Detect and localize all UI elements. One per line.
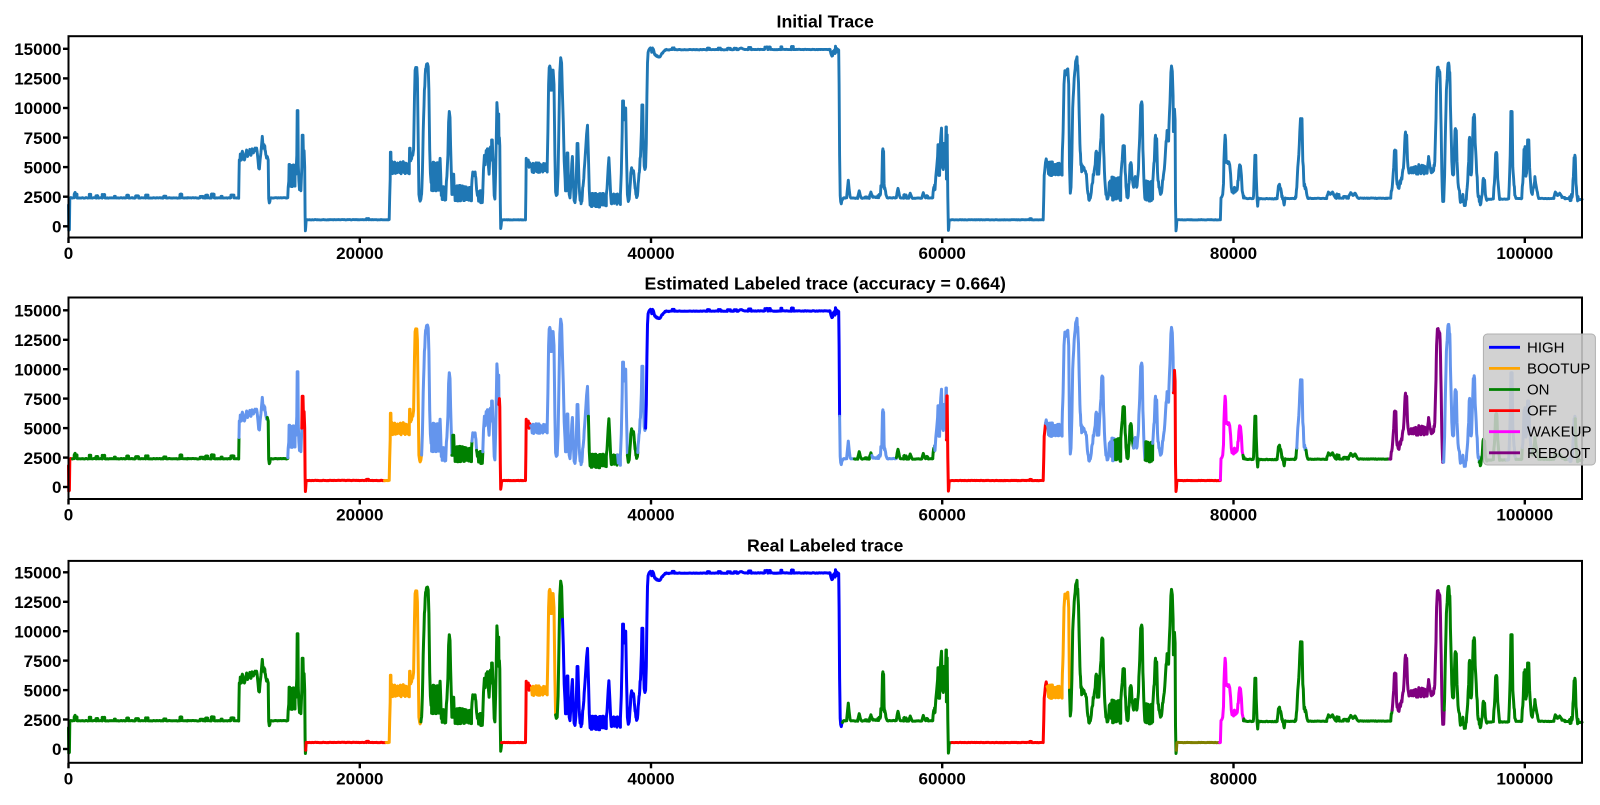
svg-text:15000: 15000 [14, 302, 61, 321]
svg-text:2500: 2500 [24, 449, 62, 468]
svg-text:WAKEUP: WAKEUP [1527, 424, 1591, 441]
svg-text:5000: 5000 [24, 158, 62, 177]
svg-text:15000: 15000 [14, 40, 61, 59]
svg-text:40000: 40000 [627, 244, 674, 263]
svg-text:80000: 80000 [1210, 244, 1257, 263]
svg-text:10000: 10000 [14, 622, 61, 641]
svg-text:7500: 7500 [24, 390, 62, 409]
svg-text:2500: 2500 [24, 188, 62, 207]
svg-text:2500: 2500 [24, 711, 62, 730]
svg-text:100000: 100000 [1496, 506, 1553, 525]
svg-text:7500: 7500 [24, 129, 62, 148]
svg-text:OFF: OFF [1527, 403, 1557, 420]
svg-text:0: 0 [64, 244, 73, 263]
svg-text:15000: 15000 [14, 564, 61, 583]
svg-text:80000: 80000 [1210, 769, 1257, 788]
svg-text:60000: 60000 [919, 506, 966, 525]
svg-text:80000: 80000 [1210, 506, 1257, 525]
svg-text:20000: 20000 [336, 506, 383, 525]
svg-text:Estimated Labeled trace (accur: Estimated Labeled trace (accuracy = 0.66… [645, 274, 1006, 294]
svg-text:100000: 100000 [1496, 769, 1553, 788]
svg-text:12500: 12500 [14, 70, 61, 89]
svg-text:40000: 40000 [627, 506, 674, 525]
svg-text:0: 0 [64, 769, 73, 788]
svg-text:12500: 12500 [14, 331, 61, 350]
svg-text:20000: 20000 [336, 769, 383, 788]
svg-text:REBOOT: REBOOT [1527, 445, 1590, 462]
svg-text:5000: 5000 [24, 681, 62, 700]
svg-text:0: 0 [52, 740, 61, 759]
svg-text:40000: 40000 [627, 769, 674, 788]
svg-text:5000: 5000 [24, 419, 62, 438]
svg-text:12500: 12500 [14, 593, 61, 612]
svg-text:0: 0 [52, 218, 61, 237]
svg-text:20000: 20000 [336, 244, 383, 263]
svg-text:10000: 10000 [14, 99, 61, 118]
svg-text:60000: 60000 [919, 769, 966, 788]
svg-text:Real Labeled trace: Real Labeled trace [747, 536, 903, 556]
svg-text:100000: 100000 [1496, 244, 1553, 263]
svg-text:0: 0 [52, 478, 61, 497]
svg-text:7500: 7500 [24, 652, 62, 671]
svg-text:60000: 60000 [919, 244, 966, 263]
svg-text:0: 0 [64, 506, 73, 525]
svg-text:10000: 10000 [14, 360, 61, 379]
svg-text:Initial Trace: Initial Trace [777, 12, 874, 32]
svg-text:HIGH: HIGH [1527, 339, 1565, 356]
svg-text:BOOTUP: BOOTUP [1527, 360, 1590, 377]
svg-text:ON: ON [1527, 382, 1550, 399]
